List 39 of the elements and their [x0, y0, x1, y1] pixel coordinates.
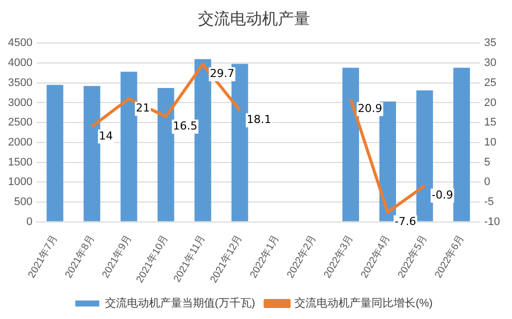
y-tick-label: 500 — [14, 196, 32, 208]
y-tick-label: 2000 — [8, 136, 32, 148]
y2-tick-label: -5 — [484, 196, 494, 208]
y-tick-label: 0 — [26, 216, 32, 228]
bar — [46, 84, 64, 222]
data-label: -7.6 — [394, 215, 416, 228]
y2-tick-label: 35 — [484, 37, 496, 50]
bar — [84, 86, 100, 222]
data-label: -0.9 — [432, 188, 454, 202]
data-label: 14 — [98, 129, 113, 142]
data-label: 18.1 — [246, 113, 272, 126]
y-tick-label: 4000 — [8, 57, 32, 70]
bar — [453, 68, 470, 222]
y-tick-label: 3500 — [8, 76, 32, 89]
chart-title: 交流电动机产量 — [198, 10, 310, 28]
y-tick-label: 1000 — [8, 176, 32, 188]
y2-tick-label: 10 — [484, 136, 496, 148]
bar — [158, 88, 174, 222]
y2-tick-label: 0 — [484, 176, 490, 188]
y-tick-label: 1500 — [8, 156, 32, 168]
y2-tick-label: 15 — [484, 116, 496, 129]
bar — [416, 90, 433, 222]
y2-tick-label: 30 — [484, 57, 496, 70]
y-tick-label: 2500 — [8, 116, 32, 129]
legend-label: 交流电动机产量当期值(万千瓦) — [104, 296, 256, 310]
y2-tick-label: -10 — [484, 216, 500, 228]
bar — [194, 59, 212, 222]
legend-label: 交流电动机产量同比增长(%) — [294, 296, 433, 310]
y-tick-label: 4500 — [8, 37, 32, 50]
data-label: 16.5 — [172, 119, 198, 132]
bar — [120, 72, 138, 222]
bar — [342, 68, 360, 222]
y2-tick-label: 20 — [484, 96, 496, 109]
y2-tick-label: 25 — [484, 76, 496, 89]
data-label: 20.9 — [358, 102, 382, 116]
data-label: 21 — [136, 102, 150, 115]
data-label: 29.7 — [210, 67, 234, 80]
y2-tick-label: 5 — [484, 156, 490, 168]
y-tick-label: 3000 — [8, 96, 32, 109]
